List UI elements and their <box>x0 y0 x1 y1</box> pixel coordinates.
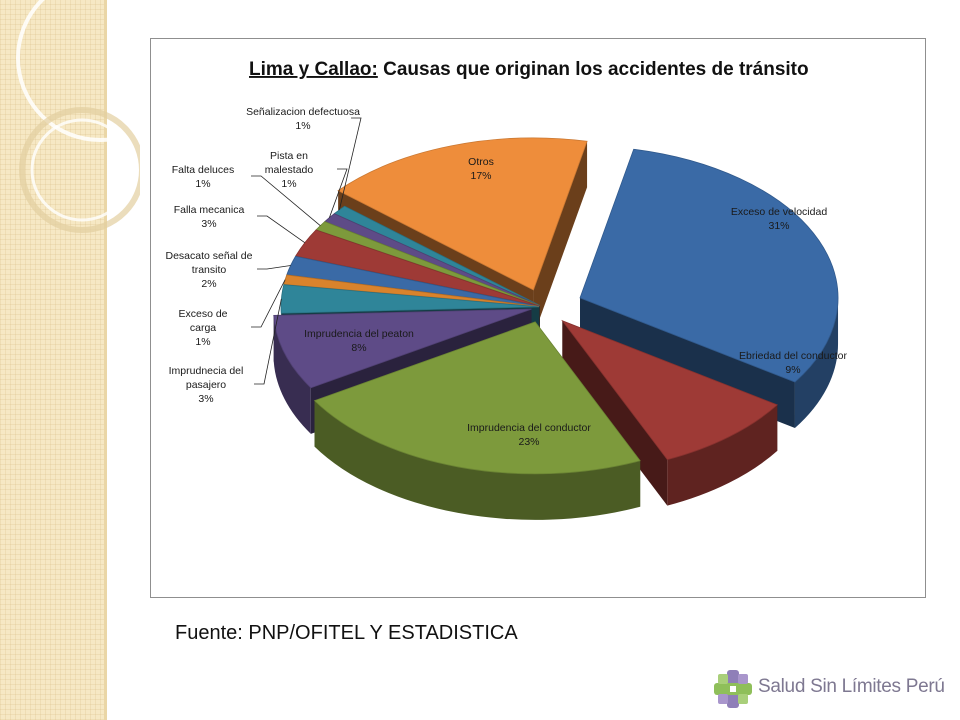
slice-label: Otros <box>468 156 494 168</box>
chart-title: Lima y Callao: Causas que originan los a… <box>249 59 809 80</box>
slice-label: pasajero <box>186 379 226 391</box>
leader-line <box>251 279 286 328</box>
slice-value-label: 3% <box>201 218 216 230</box>
chart-title-rest: Causas que originan los accidentes de tr… <box>378 59 809 80</box>
slice-value-label: 9% <box>785 364 800 376</box>
slice-label: Imprudencia del conductor <box>467 422 591 434</box>
slice-value-label: 17% <box>470 170 491 182</box>
source-note: Fuente: PNP/OFITEL Y ESTADISTICA <box>175 622 518 644</box>
slice-label: Exceso de velocidad <box>731 206 827 218</box>
slice-label: Imprudencia del peaton <box>304 328 414 340</box>
slice-label: Exceso de <box>178 308 227 320</box>
leader-line <box>254 298 282 385</box>
slice-value-label: 3% <box>198 393 213 405</box>
pie-chart: Lima y Callao: Causas que originan los a… <box>166 59 847 520</box>
slice-label: Falla mecanica <box>174 204 245 216</box>
leader-line <box>338 117 362 210</box>
slice-label: transito <box>192 264 227 276</box>
slice-value-label: 2% <box>201 278 216 290</box>
leader-line <box>251 175 321 226</box>
slice-value-label: 1% <box>195 178 210 190</box>
slice-label: Imprudnecia del <box>169 365 244 377</box>
slice-value-label: 31% <box>768 220 789 232</box>
leader-line <box>329 168 348 218</box>
leader-line <box>257 265 291 270</box>
chart-frame: Lima y Callao: Causas que originan los a… <box>150 38 926 598</box>
slice-value-label: 8% <box>351 342 366 354</box>
pie-slice <box>561 319 779 506</box>
slice-value-label: 23% <box>518 436 539 448</box>
logo-text: Salud Sin Límites Perú <box>758 676 945 697</box>
chart-title-prefix: Lima y Callao: <box>249 59 378 80</box>
leader-line <box>257 215 306 244</box>
slice-value-label: 1% <box>195 336 210 348</box>
slice-label: Ebriedad del conductor <box>739 350 847 362</box>
side-band-edge <box>104 0 107 720</box>
slice-label: Desacato señal de <box>166 250 253 262</box>
slice-label: malestado <box>265 164 314 176</box>
slice-label: Señalizacion defectuosa <box>246 106 360 118</box>
organization-logo: Salud Sin Límites Perú <box>712 666 952 712</box>
slice-value-label: 1% <box>295 120 310 132</box>
slice-label: Pista en <box>270 150 308 162</box>
cross-knot-logo-icon <box>714 670 752 708</box>
pie-slice <box>313 321 641 520</box>
slice-label: Falta deluces <box>172 164 234 176</box>
slice-label: carga <box>190 322 216 334</box>
slice-value-label: 1% <box>281 178 296 190</box>
decorative-rings <box>16 0 140 233</box>
